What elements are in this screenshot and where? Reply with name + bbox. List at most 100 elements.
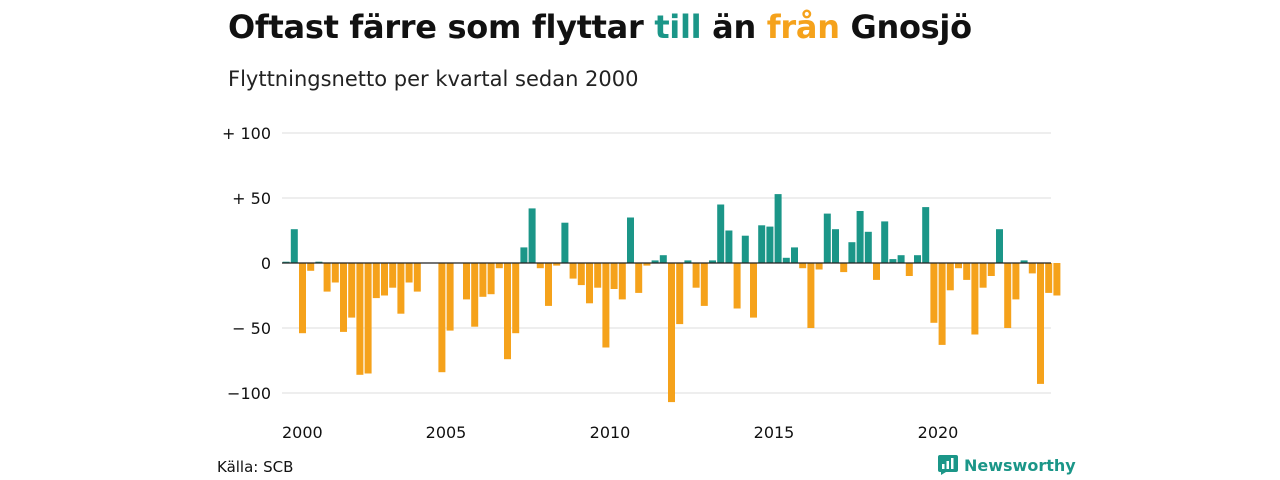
bar <box>594 263 602 288</box>
bar <box>323 263 331 292</box>
bar <box>307 263 315 271</box>
bar <box>569 263 577 279</box>
bar <box>709 260 716 263</box>
bar <box>627 217 634 263</box>
y-tick-label: −100 <box>227 384 271 403</box>
bar <box>1004 263 1012 328</box>
bar <box>881 221 889 263</box>
bar <box>782 257 790 263</box>
bar <box>520 247 528 263</box>
bar <box>922 207 930 263</box>
bar <box>1028 263 1036 274</box>
bar <box>512 263 520 334</box>
bar <box>446 263 454 331</box>
bar <box>791 247 798 263</box>
bar <box>725 230 733 263</box>
bar <box>348 263 356 318</box>
bar <box>897 255 905 263</box>
bar <box>1045 263 1053 293</box>
y-tick-label: 0 <box>261 254 271 273</box>
bar <box>356 263 364 375</box>
bar <box>856 211 864 263</box>
bar <box>389 263 397 288</box>
grid-lines <box>282 132 1051 394</box>
x-tick-label: 2000 <box>282 423 323 442</box>
bar <box>766 226 774 263</box>
y-tick-label: + 50 <box>232 189 271 208</box>
bar <box>659 255 667 263</box>
bar <box>438 263 446 373</box>
bar <box>315 261 323 263</box>
bar <box>938 263 946 345</box>
bar <box>946 263 954 291</box>
bar <box>987 263 995 276</box>
bar <box>717 204 725 263</box>
bar <box>495 263 503 269</box>
bar <box>971 263 979 335</box>
y-tick-label: − 50 <box>232 319 271 338</box>
bar <box>815 263 823 270</box>
bar <box>750 263 757 318</box>
bar <box>381 263 388 296</box>
title-part-1: Oftast färre som flyttar <box>228 8 655 46</box>
bar <box>848 242 856 263</box>
bar <box>586 263 593 304</box>
axis-labels: + 100 + 50 0 − 50 −100 2000 2005 2010 2015 2020 <box>222 124 1051 442</box>
bar <box>1012 263 1020 300</box>
chart-title: Oftast färre som flyttar till än från Gn… <box>228 8 972 46</box>
bar <box>996 229 1003 263</box>
y-tick-label: + 100 <box>222 124 271 143</box>
bar <box>504 263 511 360</box>
bar <box>1037 263 1044 384</box>
brand-logo: Newsworthy <box>938 455 1076 475</box>
bar <box>372 263 380 299</box>
bar <box>651 260 659 263</box>
bar <box>963 263 971 280</box>
bar <box>758 225 766 263</box>
bar <box>955 263 962 269</box>
bar <box>873 263 880 280</box>
bar <box>930 263 938 323</box>
source-note: Källa: SCB <box>217 458 294 476</box>
bar <box>1053 263 1061 296</box>
bar <box>684 260 692 263</box>
bar <box>832 229 839 263</box>
bar <box>602 263 610 348</box>
bar <box>282 261 290 263</box>
bar <box>610 263 618 289</box>
bar <box>545 263 552 306</box>
title-highlight-in: till <box>654 8 702 46</box>
bar <box>1020 260 1028 263</box>
bar <box>463 263 470 300</box>
brand-name: Newsworthy <box>964 455 1076 475</box>
chart-subtitle: Flyttningsnetto per kvartal sedan 2000 <box>228 67 639 91</box>
bar <box>840 263 848 273</box>
bar <box>331 263 339 283</box>
title-part-3: Gnosjö <box>839 8 973 46</box>
bar <box>561 222 569 263</box>
x-tick-label: 2020 <box>918 423 959 442</box>
bar <box>528 208 536 263</box>
bar <box>413 263 421 292</box>
bar <box>487 263 495 295</box>
bar <box>823 213 831 263</box>
bar <box>364 263 372 374</box>
bar <box>635 263 643 293</box>
bar <box>553 263 561 266</box>
bar <box>807 263 815 328</box>
bar <box>700 263 708 306</box>
bar <box>692 263 700 288</box>
newsworthy-logo-icon <box>938 455 958 475</box>
bar <box>979 263 987 288</box>
bar <box>618 263 626 300</box>
bar <box>299 263 306 334</box>
bar <box>405 263 413 283</box>
bar <box>905 263 913 276</box>
bar <box>799 263 807 269</box>
bar <box>864 231 872 263</box>
bar <box>668 263 675 403</box>
bar <box>340 263 347 332</box>
bar <box>471 263 479 327</box>
bar <box>290 229 298 263</box>
